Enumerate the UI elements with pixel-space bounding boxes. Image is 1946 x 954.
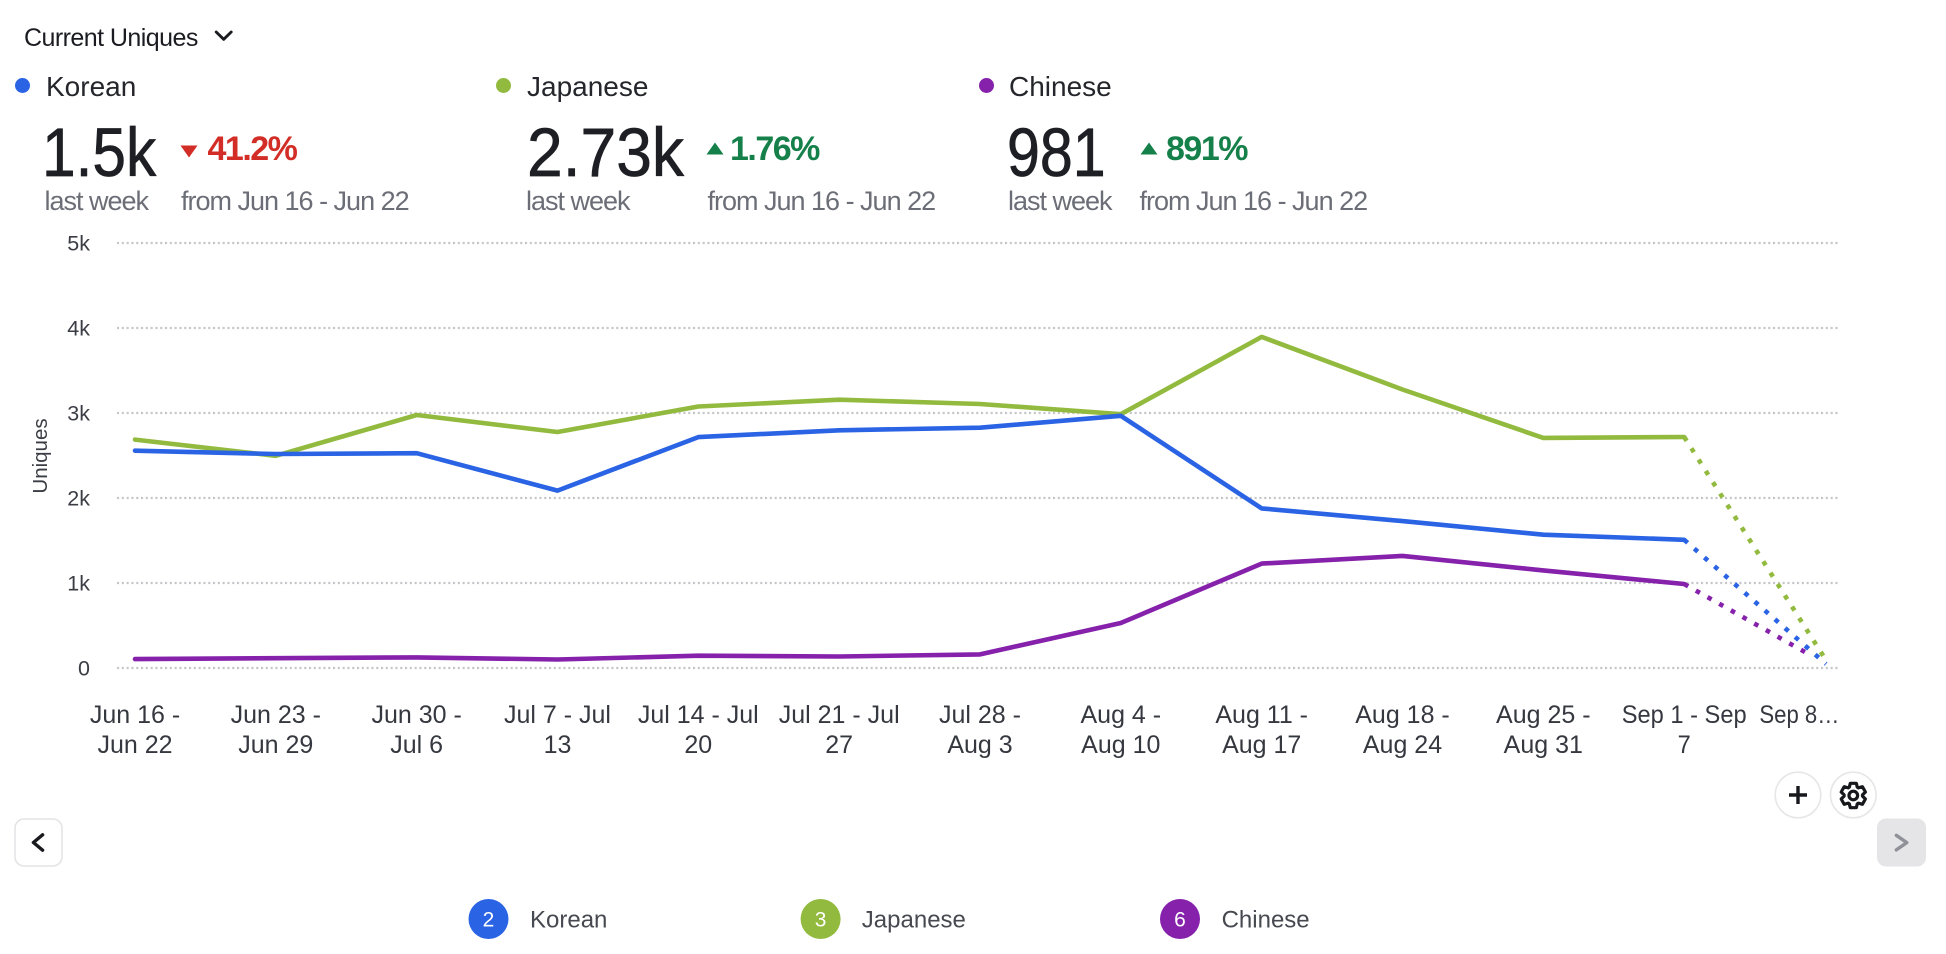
svg-text:3k: 3k — [67, 402, 90, 426]
svg-text:4k: 4k — [67, 317, 90, 341]
svg-text:5k: 5k — [67, 232, 90, 256]
svg-text:Jul 28 -Aug 3: Jul 28 -Aug 3 — [939, 701, 1021, 759]
svg-text:Aug 25 -Aug 31: Aug 25 -Aug 31 — [1496, 701, 1591, 759]
svg-text:6: 6 — [1174, 909, 1186, 932]
svg-text:Japanese: Japanese — [862, 907, 966, 934]
svg-text:Uniques: Uniques — [29, 418, 52, 493]
svg-text:1k: 1k — [67, 572, 90, 596]
svg-text:Aug 18 -Aug 24: Aug 18 -Aug 24 — [1355, 701, 1450, 759]
svg-text:Aug 4 -Aug 10: Aug 4 -Aug 10 — [1080, 701, 1161, 759]
svg-text:2: 2 — [483, 909, 495, 932]
svg-text:Sep 8…: Sep 8… — [1759, 701, 1839, 729]
svg-text:Jun 30 -Jul 6: Jun 30 -Jul 6 — [372, 701, 462, 759]
svg-text:Jun 16 -Jun 22: Jun 16 -Jun 22 — [90, 701, 180, 759]
svg-text:Korean: Korean — [530, 907, 607, 934]
svg-text:0: 0 — [78, 657, 90, 681]
svg-text:2k: 2k — [67, 487, 90, 511]
svg-text:Chinese: Chinese — [1222, 907, 1310, 934]
svg-text:Aug 11 -Aug 17: Aug 11 -Aug 17 — [1215, 701, 1308, 759]
svg-text:3: 3 — [815, 909, 827, 932]
svg-text:Jun 23 -Jun 29: Jun 23 -Jun 29 — [231, 701, 321, 759]
